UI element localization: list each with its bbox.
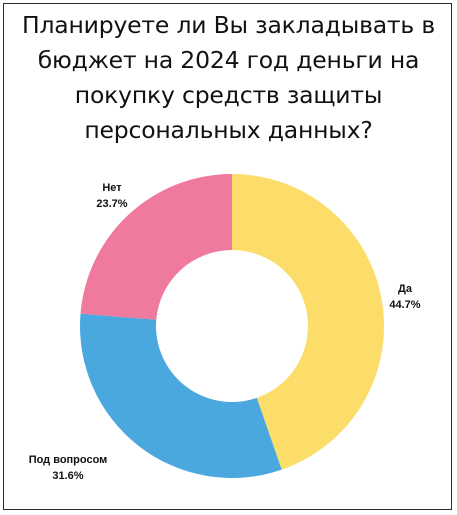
donut-slices	[79, 174, 385, 478]
slice-label-da: Да	[398, 283, 413, 295]
chart-title-line-1: Планируете ли Вы закладывать в	[22, 11, 435, 39]
slice-label-pod-voprosom: Под вопросом	[29, 454, 108, 466]
chart-title: Планируете ли Вы закладывать в бюджет на…	[10, 8, 447, 148]
slice-percent-da: 44.7%	[389, 299, 420, 311]
chart-title-line-3: покупку средств защиты	[74, 81, 383, 109]
slice-percent-pod-voprosom: 31.6%	[52, 470, 83, 482]
chart-title-line-2: бюджет на 2024 год деньги на	[37, 46, 420, 74]
donut-slice-net	[80, 174, 233, 320]
slice-label-net: Нет	[102, 182, 122, 194]
donut-slice-pod-voprosom	[79, 313, 282, 478]
donut-slice-da	[232, 174, 385, 470]
chart-title-line-4: персональных данных?	[84, 116, 373, 144]
slice-percent-net: 23.7%	[96, 198, 127, 210]
